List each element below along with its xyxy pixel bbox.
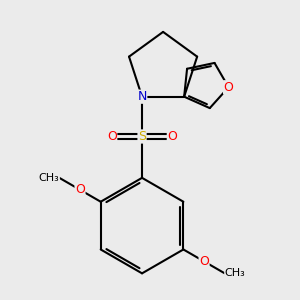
Text: CH₃: CH₃	[39, 173, 59, 183]
Text: O: O	[167, 130, 177, 143]
Text: O: O	[224, 81, 233, 94]
Text: N: N	[137, 90, 147, 103]
Text: O: O	[107, 130, 117, 143]
Text: CH₃: CH₃	[225, 268, 245, 278]
Text: S: S	[138, 130, 146, 143]
Text: O: O	[199, 255, 209, 268]
Text: O: O	[75, 183, 85, 196]
